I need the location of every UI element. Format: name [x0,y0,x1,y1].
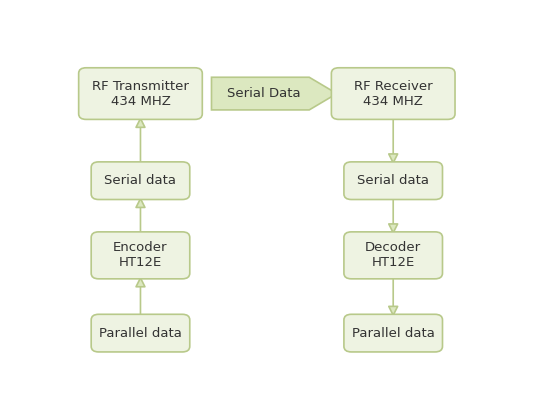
Polygon shape [211,77,337,110]
Text: Decoder
HT12E: Decoder HT12E [365,241,421,269]
Text: RF Receiver
434 MHZ: RF Receiver 434 MHZ [354,80,432,107]
Text: RF Transmitter
434 MHZ: RF Transmitter 434 MHZ [92,80,189,107]
Text: Encoder
HT12E: Encoder HT12E [113,241,168,269]
FancyBboxPatch shape [344,232,443,279]
Text: Serial data: Serial data [105,174,176,187]
FancyBboxPatch shape [331,68,455,120]
Text: Parallel data: Parallel data [352,326,434,340]
FancyBboxPatch shape [91,232,190,279]
FancyBboxPatch shape [91,314,190,352]
FancyBboxPatch shape [91,162,190,200]
FancyBboxPatch shape [344,162,443,200]
Text: Parallel data: Parallel data [99,326,182,340]
FancyBboxPatch shape [344,314,443,352]
Text: Serial data: Serial data [357,174,429,187]
Text: Serial Data: Serial Data [227,87,301,100]
FancyBboxPatch shape [79,68,202,120]
